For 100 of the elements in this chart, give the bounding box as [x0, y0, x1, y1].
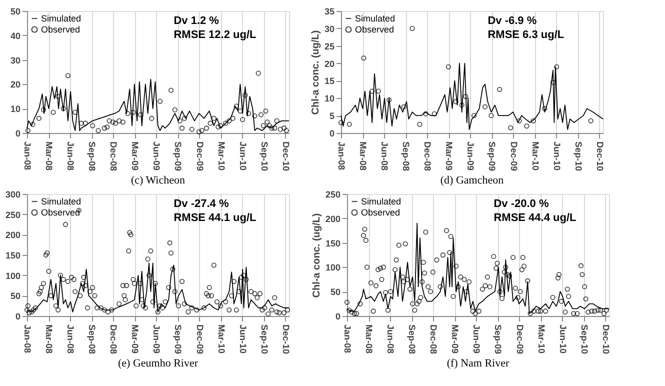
annotation: Dv 1.2 % [174, 15, 220, 27]
x-tick-label: Sep-08 [401, 142, 412, 172]
point [240, 117, 246, 122]
point [125, 110, 130, 116]
x-tick-label: Mar-09 [450, 324, 460, 354]
point [104, 124, 110, 130]
x-tick-label: Sep-09 [173, 142, 184, 172]
annotation: Dv -27.4 % [174, 198, 229, 210]
x-tick-label: Sep-09 [493, 324, 504, 354]
x-tick-label: Mar-09 [130, 142, 140, 171]
point [264, 119, 270, 125]
x-tick-label: Jun-09 [466, 142, 476, 171]
x-tick-label: Mar-10 [536, 324, 546, 354]
y-tick-label: 100 [325, 262, 340, 273]
point [459, 102, 464, 108]
y-tick-label: 150 [5, 250, 20, 260]
point [423, 111, 428, 116]
y-tick-label: 50 [330, 287, 340, 298]
y-tick-label: 35 [324, 6, 334, 16]
annotation: RMSE 6.3 ug/L [488, 29, 564, 41]
y-axis-title: Chl-a conc. (ug/L) [311, 213, 322, 298]
point [417, 122, 422, 127]
x-tick-label: Jun-10 [238, 324, 248, 354]
x-tick-label: Sep-09 [487, 142, 498, 172]
point [36, 116, 42, 121]
point [376, 88, 381, 94]
point [386, 97, 392, 102]
x-tick-label: Dec-08 [108, 324, 119, 354]
y-tick-label: 200 [5, 230, 20, 240]
x-tick-label: Sep-09 [173, 324, 184, 354]
point [182, 116, 188, 121]
y-tick-label: 25 [324, 41, 334, 52]
point [410, 26, 415, 31]
point [25, 128, 31, 134]
point [204, 126, 210, 131]
x-tick-label: Dec-08 [108, 142, 119, 172]
point [218, 123, 224, 128]
y-tick-label: 0 [335, 312, 340, 322]
y-tick-label: 15 [324, 76, 334, 86]
y-tick-label: 20 [324, 58, 334, 69]
point [102, 126, 108, 131]
x-tick-label: Dec-08 [422, 142, 433, 172]
x-tick-label: Dec-09 [194, 324, 205, 354]
point [226, 118, 232, 124]
point [40, 107, 46, 112]
y-tick-label: 300 [5, 190, 20, 200]
point [30, 122, 36, 128]
x-tick-label: Dec-10 [280, 142, 291, 172]
text: (c) Wicheon [130, 174, 186, 187]
point [482, 104, 488, 110]
point [130, 110, 136, 115]
point [252, 113, 258, 118]
y-tick-label: 0 [15, 128, 20, 138]
legend-label: Observed [41, 208, 80, 218]
point [278, 126, 283, 132]
x-tick-label: Jun-08 [66, 324, 76, 354]
x-tick-label: Sep-10 [259, 142, 270, 172]
text: (d) Gamcheon [440, 174, 504, 187]
x-tick-label: Jun-10 [238, 142, 248, 171]
y-axis-title: Chl-a conc. (ug/L) [310, 30, 322, 115]
x-tick-label: Jun-08 [380, 142, 390, 171]
point [542, 106, 548, 112]
point [172, 107, 178, 112]
point [269, 126, 274, 131]
x-tick-label: Mar-09 [444, 142, 454, 171]
point [234, 104, 239, 109]
point [199, 128, 204, 134]
x-tick-label: Dec-08 [428, 324, 439, 354]
point [471, 113, 477, 118]
point [90, 123, 96, 128]
x-tick-label: Jan-08 [342, 324, 352, 354]
y-tick-label: 100 [5, 270, 20, 281]
x-tick-label: Jun-08 [386, 324, 396, 354]
point [463, 94, 468, 99]
legend-label: Simulated [355, 14, 396, 24]
y-tick-label: 0 [15, 312, 20, 322]
point [488, 113, 494, 118]
point [284, 128, 289, 134]
annotation: Dv -20.0 % [494, 198, 549, 210]
x-tick-label: Sep-08 [87, 142, 98, 172]
point [189, 126, 194, 132]
point [258, 112, 264, 118]
point [168, 88, 174, 93]
y-tick-label: 10 [324, 94, 334, 104]
point [157, 98, 163, 104]
x-tick-label: Dec-09 [194, 142, 205, 172]
point [508, 125, 514, 130]
point [260, 123, 266, 128]
point [211, 116, 216, 121]
point [338, 120, 344, 126]
point [96, 128, 101, 134]
point [588, 118, 594, 124]
point [50, 110, 56, 115]
x-tick-label: Mar-10 [216, 142, 226, 171]
point [370, 88, 375, 94]
point [263, 108, 268, 114]
x-tick-label: Dec-10 [600, 324, 611, 354]
point [60, 106, 66, 112]
x-tick-label: Dec-09 [514, 324, 525, 354]
x-tick-label: Sep-10 [259, 324, 270, 354]
